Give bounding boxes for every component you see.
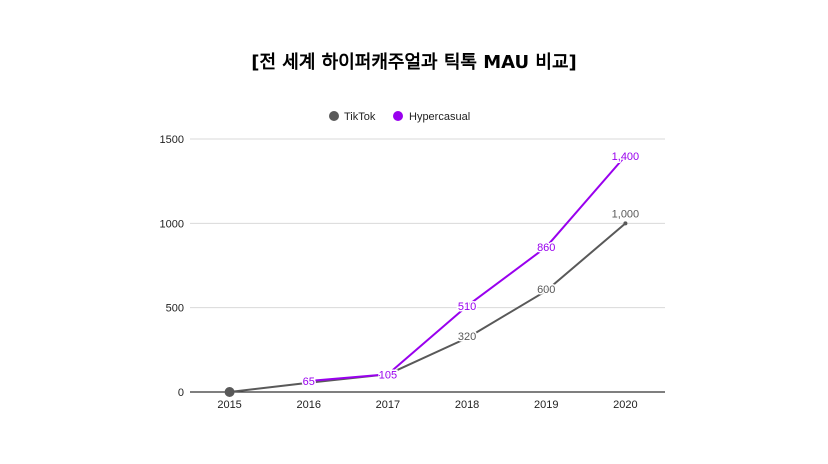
point-tiktok-2020: [623, 221, 628, 226]
point-tiktok-2019: [544, 288, 549, 293]
data-labels: 320 600 1,000 65 105 510 860 1,400: [301, 149, 641, 389]
point-hypercasual-2016: [306, 379, 311, 384]
point-hypercasual-2018: [465, 303, 470, 308]
legend-marker-hypercasual: [393, 111, 403, 121]
series: [224, 153, 628, 397]
legend-item-hypercasual[interactable]: Hypercasual: [393, 111, 470, 123]
series-line-hypercasual: [308, 155, 627, 383]
legend-label-tiktok: TikTok: [344, 111, 376, 123]
legend: TikTok Hypercasual: [329, 111, 470, 123]
data-label-hypercasual-2017: 105: [379, 369, 397, 381]
y-tick-label: 500: [166, 303, 184, 315]
point-tiktok-2018: [465, 336, 470, 341]
data-label-hypercasual-2019: 860: [537, 242, 555, 254]
y-tick-label: 1500: [160, 134, 184, 146]
legend-label-hypercasual: Hypercasual: [409, 111, 470, 123]
y-tick-label: 0: [178, 387, 184, 399]
legend-item-tiktok[interactable]: TikTok: [329, 111, 376, 123]
point-hypercasual-2019: [544, 244, 549, 249]
data-label-hypercasual-2016: 65: [303, 376, 315, 388]
axes: 0 500 1000 1500 2015 2016 2017 2018 2019 2020: [160, 134, 665, 411]
x-tick-label: 2016: [297, 399, 321, 411]
chart-title: [전 세계 하이퍼캐주얼과 틱톡 MAU 비교]: [251, 52, 577, 73]
data-label-hypercasual-2018: 510: [458, 301, 476, 313]
y-tick-label: 1000: [160, 218, 184, 230]
point-tiktok-2015: [224, 387, 235, 397]
x-tick-label: 2017: [376, 399, 400, 411]
data-label-hypercasual-2020: 1,400: [612, 151, 640, 163]
x-tick-label: 2019: [534, 399, 558, 411]
data-label-tiktok-2018: 320: [458, 331, 476, 343]
legend-marker-tiktok: [329, 111, 339, 121]
x-tick-label: 2018: [455, 399, 479, 411]
gridlines: [190, 138, 665, 309]
point-hypercasual-2020: [623, 153, 628, 158]
point-hypercasual-2017: [385, 372, 390, 377]
data-label-tiktok-2019: 600: [537, 284, 555, 296]
x-tick-label: 2020: [613, 399, 637, 411]
x-tick-label: 2015: [217, 399, 241, 411]
series-line-tiktok: [229, 222, 627, 393]
data-label-tiktok-2020: 1,000: [612, 208, 640, 220]
